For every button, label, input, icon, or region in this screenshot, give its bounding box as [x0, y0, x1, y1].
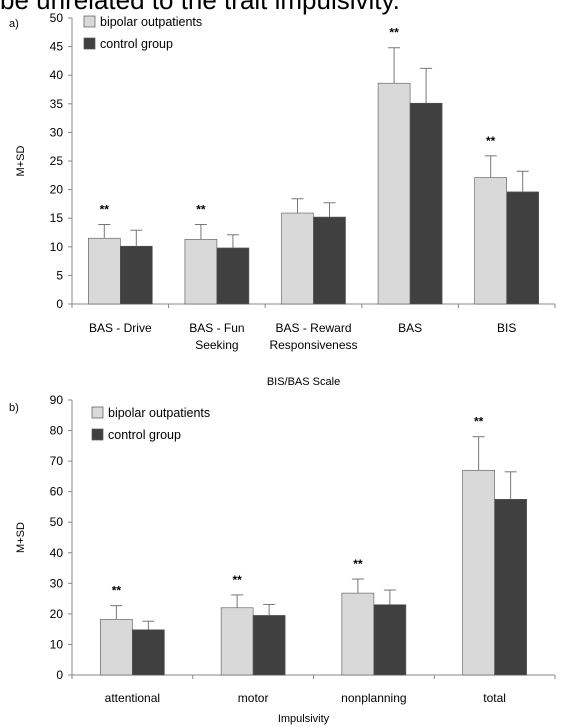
x-tick-label: total — [483, 691, 506, 705]
y-tick-label: 45 — [50, 40, 64, 54]
bar-control — [506, 191, 540, 305]
legend-swatch-control — [83, 37, 96, 50]
y-tick-label: 40 — [50, 546, 64, 560]
y-tick-label: 30 — [50, 125, 64, 139]
chart-panel-b: 0 10 20 30 40 50 60 70 80 90 ** attentional ** motor *… — [9, 393, 556, 725]
y-tick-label: 50 — [50, 11, 64, 25]
significance-marker: ** — [389, 26, 399, 40]
bar-control — [373, 604, 407, 676]
legend-swatch-bipolar — [83, 15, 96, 28]
legend-label-control: control group — [108, 428, 181, 442]
significance-marker: ** — [100, 202, 110, 216]
bar-bipolar — [100, 619, 133, 676]
bar-bipolar — [88, 237, 121, 305]
significance-marker: ** — [232, 573, 242, 587]
y-tick-label: 60 — [50, 485, 64, 499]
x-axis-title: BIS/BAS Scale — [267, 376, 340, 388]
x-tick-label: BAS - Drive — [89, 321, 152, 335]
legend-swatch-control — [91, 428, 104, 441]
bar-control — [252, 615, 286, 676]
x-tick-label: BAS - Fun — [189, 321, 244, 335]
bar-bipolar — [462, 469, 495, 676]
x-tick-label: Responsiveness — [269, 338, 357, 352]
x-tick-label: Seeking — [195, 338, 238, 352]
bar-bipolar — [281, 212, 314, 305]
x-tick-label: BAS - Reward — [275, 321, 351, 335]
panel-label: b) — [9, 402, 19, 414]
x-tick-label: nonplanning — [341, 691, 406, 705]
significance-marker: ** — [353, 557, 363, 571]
y-axis-title: M+SD — [15, 146, 27, 177]
panel-label: a) — [9, 18, 19, 30]
y-tick-label: 0 — [56, 297, 63, 311]
bar-control — [313, 216, 346, 305]
legend-swatch-bipolar — [91, 406, 104, 419]
significance-marker: ** — [486, 134, 496, 148]
y-tick-label: 5 — [56, 268, 63, 282]
y-tick-label: 40 — [50, 68, 64, 82]
bar-bipolar — [474, 177, 508, 305]
bar-bipolar — [341, 592, 375, 676]
y-tick-label: 10 — [50, 637, 64, 651]
y-tick-label: 0 — [56, 668, 63, 682]
bar-bipolar — [220, 607, 254, 676]
bar-bipolar — [184, 239, 218, 305]
bar-control — [409, 102, 443, 305]
x-tick-label: BAS — [398, 321, 422, 335]
legend-label-bipolar: bipolar outpatients — [108, 406, 210, 420]
legend-label-control: control group — [100, 37, 173, 51]
y-tick-label: 70 — [50, 454, 64, 468]
significance-marker: ** — [196, 202, 206, 216]
y-tick-label: 90 — [50, 393, 64, 407]
legend-label-bipolar: bipolar outpatients — [100, 15, 202, 29]
x-axis-title: Impulsivity — [278, 713, 330, 725]
chart-panel-a: 0 5 10 15 20 25 30 35 40 45 50 ** BAS - Drive ** BAS -… — [9, 11, 556, 388]
x-tick-label: motor — [238, 691, 269, 705]
y-tick-label: 80 — [50, 424, 64, 438]
y-tick-label: 25 — [50, 154, 64, 168]
y-tick-label: 15 — [50, 211, 64, 225]
y-tick-label: 20 — [50, 607, 64, 621]
bar-control — [132, 629, 165, 676]
y-axis-title: M+SD — [15, 522, 27, 553]
bar-bipolar — [377, 82, 411, 305]
significance-marker: ** — [474, 415, 484, 429]
y-tick-label: 35 — [50, 97, 64, 111]
y-tick-label: 30 — [50, 576, 64, 590]
bar-control — [120, 245, 153, 305]
bar-control — [494, 499, 527, 676]
y-tick-label: 20 — [50, 183, 64, 197]
y-tick-label: 10 — [50, 240, 64, 254]
y-tick-label: 50 — [50, 515, 64, 529]
x-tick-label: attentional — [105, 691, 160, 705]
bar-control — [216, 247, 250, 305]
caption-fragment: be unrelated to the trait impulsivity. — [0, 0, 400, 15]
significance-marker: ** — [112, 584, 122, 598]
x-tick-label: BIS — [497, 321, 516, 335]
